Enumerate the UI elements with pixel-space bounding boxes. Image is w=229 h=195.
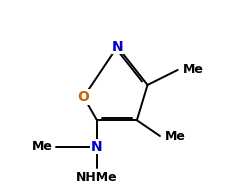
Text: Me: Me bbox=[165, 129, 186, 143]
Text: O: O bbox=[78, 90, 90, 104]
Text: NHMe: NHMe bbox=[76, 171, 118, 183]
Text: N: N bbox=[112, 40, 123, 54]
Text: Me: Me bbox=[32, 140, 53, 153]
Text: Me: Me bbox=[183, 63, 204, 76]
Text: N: N bbox=[91, 140, 103, 153]
